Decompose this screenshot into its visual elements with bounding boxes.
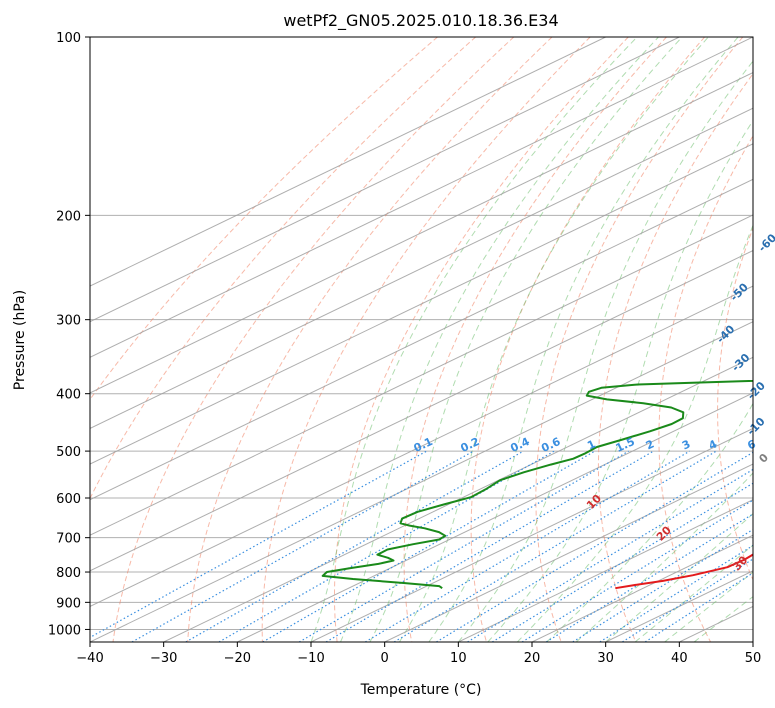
- x-tick-label: 50: [745, 651, 762, 666]
- y-tick-label: 800: [56, 566, 81, 581]
- mixing-ratio-line: [393, 450, 717, 642]
- series-lines: [321, 379, 753, 590]
- mixing-ratio-line: [131, 450, 474, 642]
- mixing-ratio-line: [364, 450, 691, 642]
- isotherm-line: [90, 249, 753, 572]
- isotherm-line: [310, 427, 753, 642]
- mixing-ratio-line: [90, 450, 427, 639]
- mixing-ratio-line: [325, 450, 654, 642]
- x-tick-label: 20: [524, 651, 541, 666]
- y-tick-label: 900: [56, 596, 81, 611]
- y-tick-label: 600: [56, 492, 81, 507]
- y-tick-label: 500: [56, 445, 81, 460]
- moist-adiabat-line: [575, 472, 753, 642]
- y-tick-label: 200: [56, 209, 81, 224]
- moist-adiabat-line: [457, 60, 753, 642]
- mixing-ratio-line: [572, 528, 753, 642]
- isotherm-line: [90, 214, 753, 536]
- dry-adiabat-line: [535, 37, 744, 642]
- isotherm-line: [90, 72, 753, 394]
- dry-adiabat-line: [717, 226, 753, 581]
- dry-adiabat-line: [187, 37, 553, 642]
- moist-adiabat-line: [516, 224, 753, 642]
- mixing-ratio-line: [491, 482, 753, 642]
- dry-adiabat-line: [90, 37, 438, 401]
- mixing-ratio-line: [262, 450, 596, 642]
- moist-adiabat-line: [369, 37, 683, 642]
- plot-frame: [89, 36, 754, 643]
- isotherm-label: -60: [756, 231, 775, 254]
- moist-adiabat-line: [605, 513, 753, 642]
- isotherm-line: [531, 534, 753, 642]
- dry-adiabat-line: [470, 37, 705, 642]
- dry-adiabat-line: [597, 72, 753, 642]
- y-tick-label: 100: [56, 31, 81, 46]
- moist-adiabat-line: [428, 37, 739, 642]
- isotherm-line: [752, 641, 753, 642]
- x-axis: −40 −30 −20 −10 0 10 20 30 40 50: [76, 642, 761, 666]
- x-axis-label: Temperature (°C): [360, 682, 482, 698]
- dewpoint-line: [321, 379, 753, 590]
- isotherm-line: [163, 356, 753, 642]
- dry-adiabat-line: [112, 37, 515, 642]
- mixing-ratio-line: [545, 513, 753, 642]
- x-tick-label: 30: [597, 651, 614, 666]
- y-tick-label: 700: [56, 532, 81, 547]
- dry-adiabat-line: [658, 134, 753, 642]
- y-axis: 100 200 300 400 500 600 700 800 900 1000: [48, 31, 90, 638]
- mixing-ratio-line: [521, 499, 753, 642]
- mixing-ratio-line: [218, 450, 555, 642]
- mixing-ratio-line: [467, 468, 753, 642]
- isotherm-line: [90, 107, 753, 430]
- y-tick-label: 400: [56, 388, 81, 403]
- background-lines: [90, 37, 753, 642]
- isotherm-line: [384, 463, 753, 642]
- isotherm-line: [90, 37, 606, 287]
- x-tick-label: −10: [297, 651, 324, 666]
- x-tick-label: −20: [224, 651, 251, 666]
- moist-adiabat-line: [487, 119, 753, 642]
- isotherm-label: 0: [756, 451, 771, 466]
- y-axis-label: Pressure (hPa): [12, 290, 28, 390]
- isotherm-line: [90, 37, 680, 323]
- isotherm-line: [90, 285, 753, 607]
- isotherm-line: [90, 178, 753, 501]
- isotherm-line: [458, 499, 753, 642]
- isotherm-line: [90, 321, 753, 642]
- dry-adiabat-line: [403, 37, 667, 642]
- x-tick-label: −30: [150, 651, 177, 666]
- isotherm-line: [90, 37, 753, 358]
- x-tick-label: 0: [381, 651, 389, 666]
- chart-title: wetPf2_GN05.2025.010.18.36.E34: [283, 11, 558, 31]
- x-tick-label: −40: [76, 651, 103, 666]
- dry-adiabat-line: [90, 37, 477, 500]
- isotherm-line: [90, 143, 753, 465]
- dry-adiabat-line: [261, 37, 591, 642]
- x-tick-label: 40: [671, 651, 688, 666]
- isotherm-line: [237, 392, 753, 642]
- x-tick-label: 10: [450, 651, 467, 666]
- y-tick-label: 300: [56, 314, 81, 329]
- y-tick-label: 1000: [48, 623, 81, 638]
- moist-adiabat-line: [340, 37, 659, 642]
- dry-adiabat-line: [334, 37, 629, 642]
